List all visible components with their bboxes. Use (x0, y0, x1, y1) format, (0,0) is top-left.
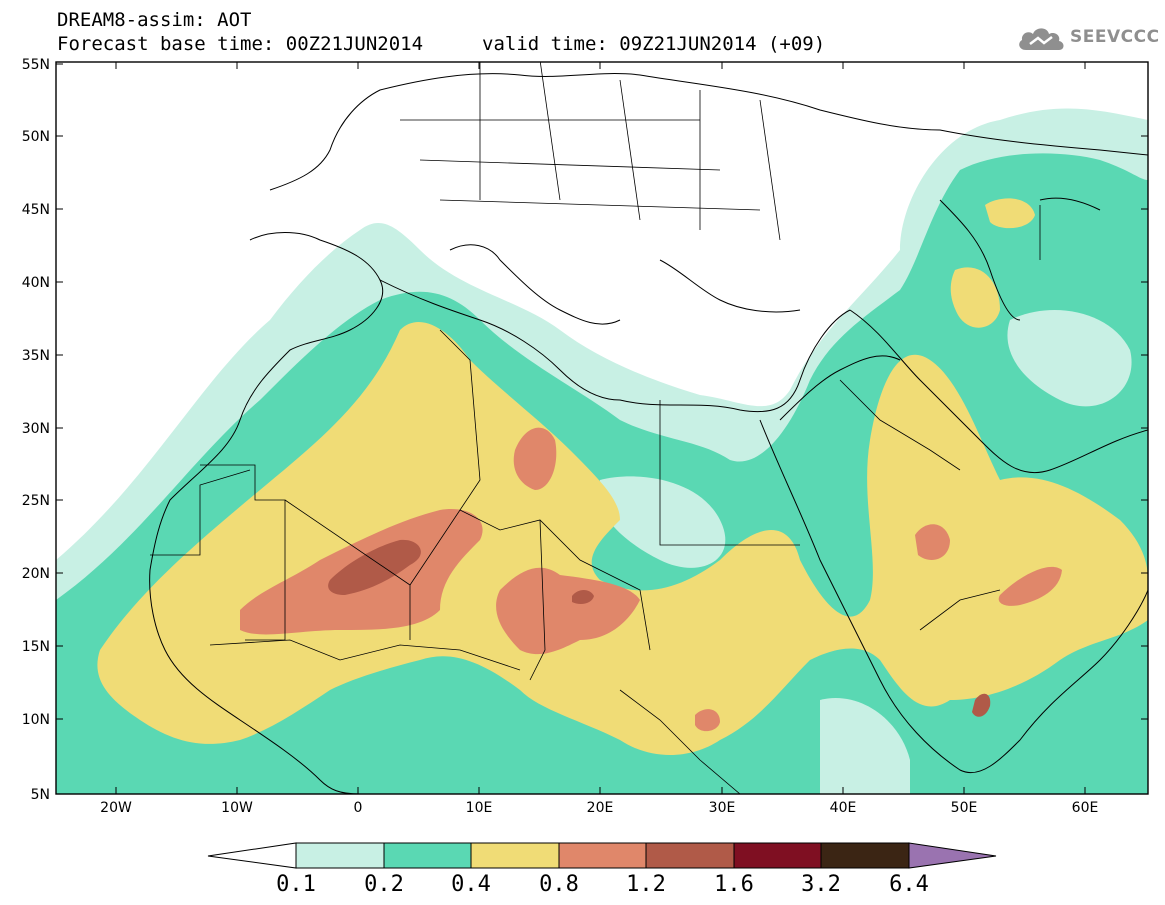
lat-label: 20N (22, 566, 50, 582)
colorbar-label: 1.2 (626, 872, 666, 897)
aot-patch-orange-6 (695, 709, 720, 732)
lon-label: 0 (354, 800, 363, 816)
colorbar-label: 0.1 (276, 872, 316, 897)
colorbar-label: 3.2 (801, 872, 841, 897)
map-title: DREAM8-assim: AOT (57, 9, 252, 31)
lon-label: 60E (1072, 800, 1099, 816)
valid-time: valid time: 09Z21JUN2014 (+09) (482, 33, 826, 55)
colorbar-label: 0.8 (539, 872, 579, 897)
aot-contour-0.4 (97, 321, 1148, 755)
lat-label: 50N (22, 129, 50, 145)
colorbar-under-arrow (207, 842, 297, 869)
aot-patch-orange-3 (513, 427, 557, 490)
logo-text: SEEVCCC (1070, 27, 1160, 47)
colorbar-swatch (820, 842, 910, 869)
colorbar-over-arrow (908, 842, 997, 869)
lon-labels: 20W 10W 0 10E 20E 30E 40E 50E 60E (100, 800, 1098, 816)
lon-label: 30E (709, 800, 736, 816)
country-borders (150, 62, 1041, 794)
aot-contour-1.2 (328, 539, 421, 595)
colorbar-swatch (295, 842, 385, 869)
colorbar-label: 0.4 (451, 872, 491, 897)
lat-labels: 55N 50N 45N 40N 35N 30N 25N 20N 15N 10N … (22, 57, 50, 803)
seevccc-logo: SEEVCCC (1016, 22, 1159, 58)
colorbar-swatch (645, 842, 735, 869)
lat-label: 35N (22, 348, 50, 364)
aot-patch-brown-2 (572, 590, 594, 604)
colorbar-swatch (558, 842, 647, 869)
aot-patch-orange-5 (998, 566, 1062, 606)
aot-patch-yellow-2 (950, 267, 1000, 328)
lon-label: 40E (830, 800, 857, 816)
lat-label: 40N (22, 275, 50, 291)
lon-label: 50E (951, 800, 978, 816)
aot-patch-light-3 (820, 698, 910, 794)
lat-label: 25N (22, 493, 50, 509)
aot-patch-orange-4 (915, 524, 950, 560)
aot-patch-yellow-3 (985, 198, 1035, 229)
lat-label: 15N (22, 639, 50, 655)
aot-field (56, 62, 1148, 794)
lat-label: 55N (22, 57, 50, 73)
cloud-icon (1019, 28, 1064, 50)
coastlines (149, 73, 1148, 794)
colorbar-swatch (733, 842, 822, 869)
colorbar-swatch (383, 842, 472, 869)
colorbar-label: 1.6 (714, 872, 754, 897)
lon-label: 20E (587, 800, 614, 816)
aot-patch-light-2 (1007, 310, 1132, 407)
aot-patch-orange-2 (496, 567, 640, 655)
lat-label: 30N (22, 421, 50, 437)
forecast-base-time: Forecast base time: 00Z21JUN2014 (57, 33, 424, 55)
colorbar-label: 0.2 (364, 872, 404, 897)
aot-patch-brown-3 (972, 693, 991, 717)
colorbar-swatch (470, 842, 560, 869)
lat-label: 45N (22, 202, 50, 218)
lat-label: 10N (22, 712, 50, 728)
colorbar (207, 842, 997, 869)
axis-ticks (56, 62, 1148, 794)
lat-label: 5N (31, 787, 50, 803)
lon-label: 20W (100, 800, 132, 816)
lon-label: 10W (221, 800, 253, 816)
lon-label: 10E (466, 800, 493, 816)
colorbar-label: 6.4 (889, 872, 929, 897)
